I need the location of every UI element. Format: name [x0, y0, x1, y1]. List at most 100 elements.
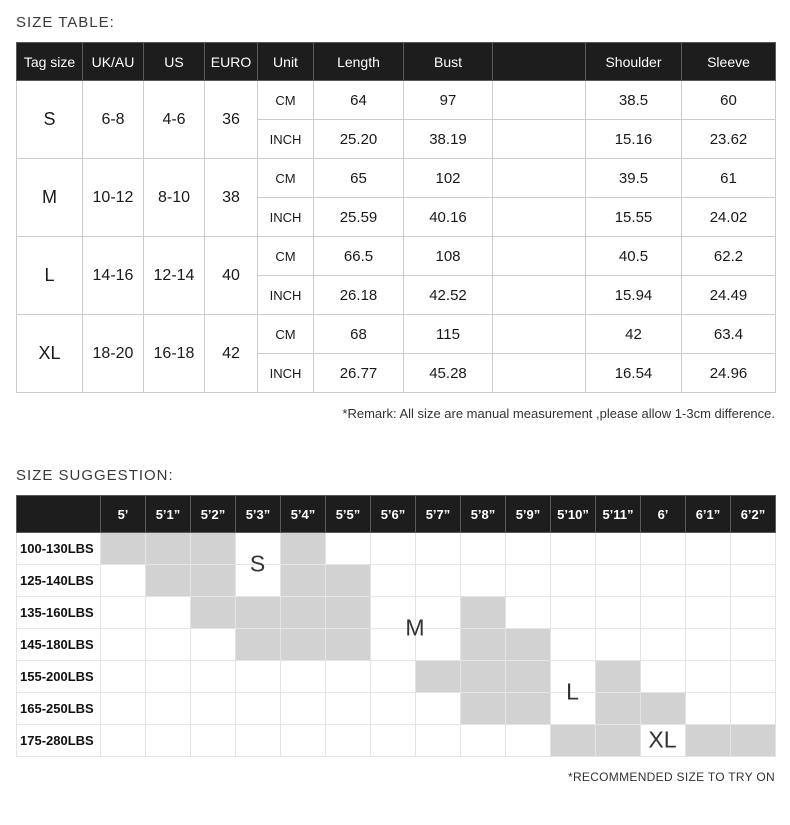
suggestion-cell	[730, 660, 776, 693]
suggestion-cell-shaded	[145, 564, 191, 597]
measure-cell: 115	[403, 314, 493, 354]
measure-cell: 42.52	[403, 275, 493, 315]
suggestion-cell	[190, 628, 236, 661]
suggestion-cell-shaded	[325, 564, 371, 597]
size-table-column-header: Tag size	[16, 42, 83, 81]
suggestion-cell-shaded	[460, 628, 506, 661]
measure-cell	[492, 158, 586, 198]
suggestion-cell	[145, 596, 191, 629]
height-column-header: 5’10”	[550, 495, 596, 533]
size-table-row: S 6-8 4-6 36 CM 64 97 38.5 60	[16, 80, 776, 159]
height-column-header: 6’2”	[730, 495, 776, 533]
suggestion-cell	[640, 724, 686, 757]
suggestion-cell	[235, 660, 281, 693]
measure-cell: 64	[313, 80, 404, 120]
euro-cell: 38	[204, 158, 258, 237]
us-cell: 12-14	[143, 236, 205, 315]
measure-cell: 24.02	[681, 197, 776, 237]
weight-row-header: 175-280LBS	[16, 724, 101, 757]
unit-cell: CM	[257, 236, 314, 276]
suggestion-row: 135-160LBS	[16, 596, 776, 629]
measure-cell: 61	[681, 158, 776, 198]
size-table-row: INCH 25.20 38.19 15.16 23.62	[17, 119, 776, 159]
suggestion-cell	[145, 692, 191, 725]
suggestion-cell	[325, 660, 371, 693]
measure-cell: 62.2	[681, 236, 776, 276]
suggestion-cell	[280, 660, 326, 693]
suggestion-cell-shaded	[460, 660, 506, 693]
height-column-header: 5’5”	[325, 495, 371, 533]
measure-cell: 65	[313, 158, 404, 198]
weight-row-header: 155-200LBS	[16, 660, 101, 693]
suggestion-row: 175-280LBS	[16, 724, 776, 757]
suggestion-cell	[415, 692, 461, 725]
measure-cell	[492, 353, 586, 393]
suggestion-cell	[595, 596, 641, 629]
measure-cell	[492, 80, 586, 120]
suggestion-cell	[100, 692, 146, 725]
suggestion-cell-shaded	[325, 596, 371, 629]
size-table-remark: *Remark: All size are manual measurement…	[342, 406, 775, 421]
suggestion-cell	[685, 660, 731, 693]
suggestion-cell	[100, 628, 146, 661]
suggestion-cell-shaded	[460, 596, 506, 629]
measure-cell: 40.5	[585, 236, 682, 276]
suggestion-cell-shaded	[505, 692, 551, 725]
suggestion-cell	[550, 660, 596, 693]
suggestion-cell-shaded	[460, 692, 506, 725]
recommended-size-note: *RECOMMENDED SIZE TO TRY ON	[567, 770, 775, 784]
suggestion-cell	[370, 660, 416, 693]
suggestion-row: 125-140LBS	[16, 564, 776, 597]
uk-au-cell: 14-16	[82, 236, 144, 315]
size-suggestion-chart: 5’ 5’1” 5’2” 5’3” 5’4” 5’5” 5’6” 5’7” 5’8” 5’9” 5’…	[16, 495, 776, 757]
size-table-column-header: Sleeve	[681, 42, 776, 81]
measure-cell: 42	[585, 314, 682, 354]
suggestion-cell-shaded	[100, 532, 146, 565]
measure-cell: 24.96	[681, 353, 776, 393]
measure-cell: 45.28	[403, 353, 493, 393]
euro-cell: 42	[204, 314, 258, 393]
size-suggestion-heading: SIZE SUGGESTION:	[16, 467, 174, 484]
suggestion-cell	[730, 692, 776, 725]
suggestion-cell	[685, 564, 731, 597]
weight-row-header: 100-130LBS	[16, 532, 101, 565]
suggestion-cell	[235, 692, 281, 725]
measure-cell: 97	[403, 80, 493, 120]
uk-au-cell: 10-12	[82, 158, 144, 237]
size-chart-page: SIZE TABLE: Tag size UK/AU US EURO Unit Lengt…	[16, 14, 776, 784]
suggestion-cell	[730, 532, 776, 565]
suggestion-cell	[370, 692, 416, 725]
measure-cell: 60	[681, 80, 776, 120]
size-table-row: INCH 26.18 42.52 15.94 24.49	[17, 275, 776, 315]
unit-cell: CM	[257, 80, 314, 120]
suggestion-body: 100-130LBS 125-140LBS 135-160LBS 145-180LBS…	[16, 532, 776, 757]
height-column-header: 5’7”	[415, 495, 461, 533]
suggestion-cell	[325, 724, 371, 757]
suggestion-cell-shaded	[145, 532, 191, 565]
suggestion-cell	[640, 660, 686, 693]
suggestion-cell	[685, 628, 731, 661]
suggestion-cell-shaded	[595, 724, 641, 757]
suggestion-cell	[235, 724, 281, 757]
measure-cell	[492, 275, 586, 315]
unit-cell: INCH	[257, 197, 314, 237]
suggestion-cell	[505, 532, 551, 565]
weight-row-header: 135-160LBS	[16, 596, 101, 629]
suggestion-cell-shaded	[190, 564, 236, 597]
size-table: Tag size UK/AU US EURO Unit Length Bust Shoulde…	[16, 42, 776, 393]
height-column-header: 5’1”	[145, 495, 191, 533]
suggestion-cell	[595, 532, 641, 565]
size-label-xl: XL	[648, 726, 677, 753]
us-cell: 4-6	[143, 80, 205, 159]
suggestion-cell	[370, 564, 416, 597]
suggestion-cell-shaded	[190, 532, 236, 565]
suggestion-cell-shaded	[280, 628, 326, 661]
suggestion-cell	[145, 628, 191, 661]
suggestion-cell	[685, 692, 731, 725]
unit-cell: INCH	[257, 119, 314, 159]
measure-cell: 102	[403, 158, 493, 198]
measure-cell: 108	[403, 236, 493, 276]
height-column-header: 5’4”	[280, 495, 326, 533]
suggestion-row: 155-200LBS	[16, 660, 776, 693]
suggestion-cell	[730, 628, 776, 661]
